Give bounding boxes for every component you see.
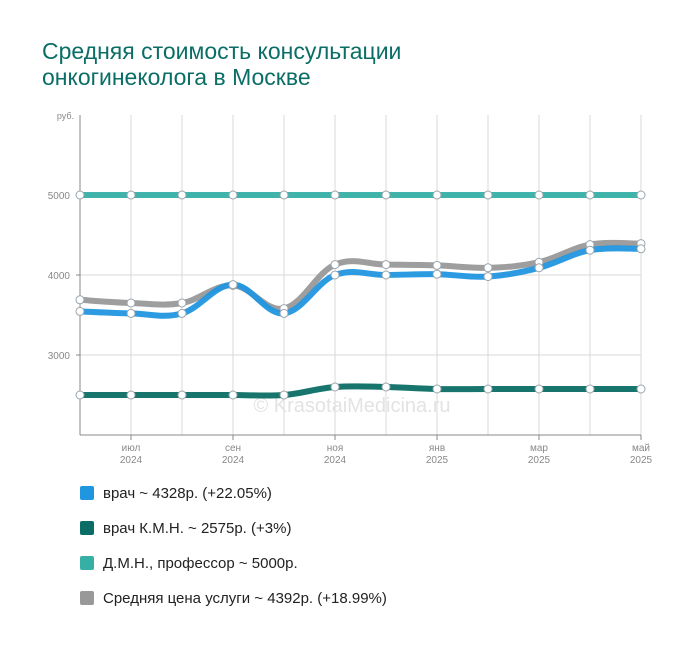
- data-point: [75, 190, 85, 200]
- legend-item[interactable]: Средняя цена услуги ~ 4392р. (+18.99%): [80, 587, 387, 609]
- x-tick-label-month: мар: [530, 443, 548, 454]
- y-tick-label: 4000: [48, 271, 71, 282]
- data-point: [126, 190, 136, 200]
- legend: врач ~ 4328р. (+22.05%) врач К.М.Н. ~ 257…: [80, 482, 387, 622]
- data-point: [483, 263, 493, 273]
- data-point: [279, 190, 289, 200]
- x-tick-label-month: май: [632, 443, 650, 454]
- data-point: [177, 390, 187, 400]
- data-point: [228, 280, 238, 290]
- legend-item[interactable]: Д.М.Н., профессор ~ 5000р.: [80, 552, 387, 574]
- x-tick-label-year: 2025: [426, 455, 449, 466]
- data-point: [534, 384, 544, 394]
- chart-title: Средняя стоимость консультации онкогинек…: [42, 38, 602, 90]
- data-point: [75, 295, 85, 305]
- axes: 300040005000руб.июл2024сен2024ноя2024янв…: [48, 111, 653, 466]
- legend-label: Д.М.Н., профессор ~ 5000р.: [103, 554, 298, 572]
- data-point: [177, 190, 187, 200]
- data-point: [381, 270, 391, 280]
- data-point: [177, 308, 187, 318]
- data-point: [585, 384, 595, 394]
- data-point: [75, 306, 85, 316]
- data-point: [534, 190, 544, 200]
- y-unit-label: руб.: [57, 111, 74, 121]
- data-point: [279, 390, 289, 400]
- data-point: [177, 298, 187, 308]
- data-point: [126, 390, 136, 400]
- legend-label: врач К.М.Н. ~ 2575р. (+3%): [103, 519, 292, 537]
- data-point: [432, 269, 442, 279]
- x-tick-label-month: июл: [122, 443, 141, 454]
- data-point: [228, 390, 238, 400]
- x-tick-label-month: сен: [225, 443, 241, 454]
- data-point: [381, 260, 391, 270]
- x-tick-label-year: 2025: [528, 455, 551, 466]
- data-point: [228, 190, 238, 200]
- y-tick-label: 5000: [48, 191, 71, 202]
- data-point: [636, 190, 646, 200]
- data-point: [330, 382, 340, 392]
- legend-swatch: [80, 556, 94, 570]
- data-point: [585, 245, 595, 255]
- legend-swatch: [80, 486, 94, 500]
- x-tick-label-year: 2025: [630, 455, 653, 466]
- data-point: [432, 384, 442, 394]
- legend-swatch: [80, 591, 94, 605]
- data-point: [585, 190, 595, 200]
- x-tick-label-month: янв: [429, 443, 445, 454]
- legend-item[interactable]: врач К.М.Н. ~ 2575р. (+3%): [80, 517, 387, 539]
- data-point: [636, 244, 646, 254]
- data-point: [381, 190, 391, 200]
- chart-title-line-2: онкогинеколога в Москве: [42, 64, 311, 90]
- legend-item[interactable]: врач ~ 4328р. (+22.05%): [80, 482, 387, 504]
- x-tick-label-year: 2024: [324, 455, 347, 466]
- data-point: [330, 260, 340, 270]
- x-tick-label-month: ноя: [327, 443, 344, 454]
- data-point: [330, 270, 340, 280]
- x-tick-label-year: 2024: [120, 455, 143, 466]
- data-point: [636, 384, 646, 394]
- legend-label: Средняя цена услуги ~ 4392р. (+18.99%): [103, 589, 387, 607]
- data-point: [483, 384, 493, 394]
- legend-label: врач ~ 4328р. (+22.05%): [103, 484, 272, 502]
- series-lines: [77, 192, 644, 399]
- watermark: © KrasotaiMedicina.ru: [253, 395, 450, 417]
- data-point: [75, 390, 85, 400]
- data-point: [534, 263, 544, 273]
- data-points: [75, 190, 646, 400]
- data-point: [381, 382, 391, 392]
- data-point: [483, 190, 493, 200]
- data-point: [432, 190, 442, 200]
- data-point: [126, 298, 136, 308]
- data-point: [330, 190, 340, 200]
- data-point: [483, 272, 493, 282]
- y-tick-label: 3000: [48, 351, 71, 362]
- series-line-1: [77, 239, 644, 312]
- x-tick-label-year: 2024: [222, 455, 245, 466]
- data-point: [126, 308, 136, 318]
- data-point: [279, 308, 289, 318]
- legend-swatch: [80, 521, 94, 535]
- data-point: [432, 260, 442, 270]
- chart-title-line-1: Средняя стоимость консультации: [42, 38, 402, 64]
